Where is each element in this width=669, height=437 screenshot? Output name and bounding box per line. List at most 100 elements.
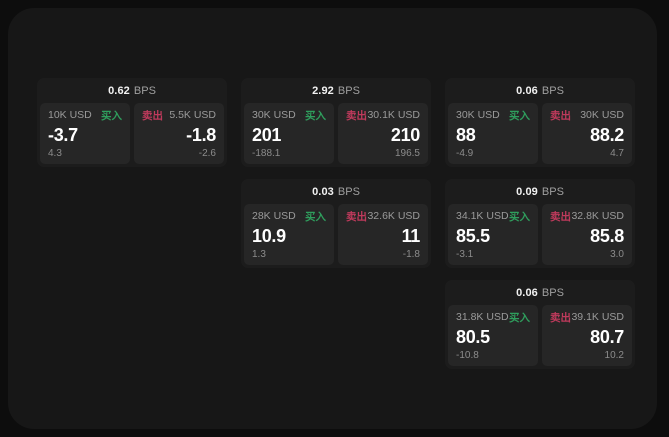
- sell-delta: -2.6: [198, 148, 216, 159]
- sell-price: 88.2: [590, 124, 624, 145]
- sell-size-label: 5.5K USD: [169, 109, 216, 121]
- buy-panel-header: 10K USD 买入: [48, 109, 122, 122]
- bps-unit-label: BPS: [133, 84, 156, 97]
- buy-size-label: 34.1K USD: [456, 210, 509, 222]
- card-body: 34.1K USD 买入 85.5 -3.1 卖出 32.8K USD 85.8 3.0: [445, 204, 635, 268]
- buy-panel[interactable]: 31.8K USD 买入 80.5 -10.8: [448, 305, 538, 366]
- sell-panel-header: 卖出 39.1K USD: [550, 311, 624, 324]
- quote-column: 2.92 BPS 30K USD 买入 201 -188.1 卖出 30.1K USD 210 1…: [241, 78, 431, 268]
- sell-panel[interactable]: 卖出 30.1K USD 210 196.5: [338, 103, 428, 164]
- sell-panel-header: 卖出 5.5K USD: [142, 109, 216, 122]
- sell-action-label[interactable]: 卖出: [550, 311, 571, 324]
- buy-panel-header: 30K USD 买入: [252, 109, 326, 122]
- card-body: 30K USD 买入 88 -4.9 卖出 30K USD 88.2 4.7: [445, 103, 635, 167]
- sell-delta: 3.0: [610, 249, 624, 260]
- bps-value: 0.09: [516, 185, 538, 198]
- bps-unit-label: BPS: [337, 185, 360, 198]
- buy-size-label: 30K USD: [456, 109, 500, 121]
- buy-panel[interactable]: 30K USD 买入 201 -188.1: [244, 103, 334, 164]
- buy-panel[interactable]: 28K USD 买入 10.9 1.3: [244, 204, 334, 265]
- bps-value: 2.92: [312, 84, 334, 97]
- buy-size-label: 30K USD: [252, 109, 296, 121]
- buy-action-label[interactable]: 买入: [305, 210, 326, 223]
- quote-card[interactable]: 0.06 BPS 30K USD 买入 88 -4.9 卖出 30K USD 88.2 4.7: [445, 78, 635, 167]
- bps-value: 0.03: [312, 185, 334, 198]
- sell-action-label[interactable]: 卖出: [550, 210, 571, 223]
- buy-action-label[interactable]: 买入: [509, 210, 530, 223]
- sell-action-label[interactable]: 卖出: [346, 210, 367, 223]
- quote-card[interactable]: 0.06 BPS 31.8K USD 买入 80.5 -10.8 卖出 39.1K USD 80…: [445, 280, 635, 369]
- buy-action-label[interactable]: 买入: [509, 311, 530, 324]
- sell-size-label: 39.1K USD: [571, 311, 624, 323]
- buy-panel[interactable]: 34.1K USD 买入 85.5 -3.1: [448, 204, 538, 265]
- buy-delta: -10.8: [456, 350, 479, 361]
- sell-action-label[interactable]: 卖出: [550, 109, 571, 122]
- quote-board: 0.62 BPS 10K USD 买入 -3.7 4.3 卖出 5.5K USD -1.8 -2.…: [37, 78, 637, 369]
- sell-panel[interactable]: 卖出 5.5K USD -1.8 -2.6: [134, 103, 224, 164]
- buy-delta: -188.1: [252, 148, 281, 159]
- sell-size-label: 30K USD: [580, 109, 624, 121]
- buy-price: 80.5: [456, 326, 490, 347]
- bps-value: 0.62: [108, 84, 130, 97]
- quote-column: 0.06 BPS 30K USD 买入 88 -4.9 卖出 30K USD 88.2 4.7 0.…: [445, 78, 635, 369]
- buy-delta: -4.9: [456, 148, 474, 159]
- card-header: 0.06 BPS: [445, 280, 635, 305]
- card-header: 0.06 BPS: [445, 78, 635, 103]
- sell-action-label[interactable]: 卖出: [142, 109, 163, 122]
- quote-card[interactable]: 0.62 BPS 10K USD 买入 -3.7 4.3 卖出 5.5K USD -1.8 -2.…: [37, 78, 227, 167]
- buy-price: 10.9: [252, 225, 286, 246]
- sell-delta: 4.7: [610, 148, 624, 159]
- card-body: 28K USD 买入 10.9 1.3 卖出 32.6K USD 11 -1.8: [241, 204, 431, 268]
- bps-value: 0.06: [516, 286, 538, 299]
- sell-panel[interactable]: 卖出 32.8K USD 85.8 3.0: [542, 204, 632, 265]
- card-body: 31.8K USD 买入 80.5 -10.8 卖出 39.1K USD 80.7 10.2: [445, 305, 635, 369]
- bps-value: 0.06: [516, 84, 538, 97]
- buy-action-label[interactable]: 买入: [101, 109, 122, 122]
- buy-panel-header: 34.1K USD 买入: [456, 210, 530, 223]
- card-header: 2.92 BPS: [241, 78, 431, 103]
- sell-size-label: 32.6K USD: [367, 210, 420, 222]
- card-header: 0.62 BPS: [37, 78, 227, 103]
- buy-size-label: 10K USD: [48, 109, 92, 121]
- quote-column: 0.62 BPS 10K USD 买入 -3.7 4.3 卖出 5.5K USD -1.8 -2.…: [37, 78, 227, 167]
- bps-unit-label: BPS: [337, 84, 360, 97]
- buy-price: 85.5: [456, 225, 490, 246]
- sell-price: 85.8: [590, 225, 624, 246]
- sell-panel-header: 卖出 32.8K USD: [550, 210, 624, 223]
- sell-panel[interactable]: 卖出 30K USD 88.2 4.7: [542, 103, 632, 164]
- sell-action-label[interactable]: 卖出: [346, 109, 367, 122]
- bps-unit-label: BPS: [541, 286, 564, 299]
- buy-size-label: 31.8K USD: [456, 311, 509, 323]
- quote-card[interactable]: 2.92 BPS 30K USD 买入 201 -188.1 卖出 30.1K USD 210 1…: [241, 78, 431, 167]
- buy-panel-header: 31.8K USD 买入: [456, 311, 530, 324]
- sell-price: 210: [390, 124, 420, 145]
- sell-panel[interactable]: 卖出 39.1K USD 80.7 10.2: [542, 305, 632, 366]
- quote-card[interactable]: 0.09 BPS 34.1K USD 买入 85.5 -3.1 卖出 32.8K USD 85.…: [445, 179, 635, 268]
- quote-card[interactable]: 0.03 BPS 28K USD 买入 10.9 1.3 卖出 32.6K USD 11 -1.8: [241, 179, 431, 268]
- buy-panel[interactable]: 30K USD 买入 88 -4.9: [448, 103, 538, 164]
- buy-delta: 4.3: [48, 148, 62, 159]
- buy-price: 88: [456, 124, 476, 145]
- sell-delta: -1.8: [402, 249, 420, 260]
- card-body: 10K USD 买入 -3.7 4.3 卖出 5.5K USD -1.8 -2.6: [37, 103, 227, 167]
- bps-unit-label: BPS: [541, 84, 564, 97]
- sell-price: 11: [401, 225, 421, 246]
- buy-action-label[interactable]: 买入: [305, 109, 326, 122]
- buy-delta: -3.1: [456, 249, 474, 260]
- buy-panel-header: 28K USD 买入: [252, 210, 326, 223]
- buy-action-label[interactable]: 买入: [509, 109, 530, 122]
- sell-size-label: 32.8K USD: [571, 210, 624, 222]
- bps-unit-label: BPS: [541, 185, 564, 198]
- card-body: 30K USD 买入 201 -188.1 卖出 30.1K USD 210 196.5: [241, 103, 431, 167]
- buy-panel[interactable]: 10K USD 买入 -3.7 4.3: [40, 103, 130, 164]
- sell-panel[interactable]: 卖出 32.6K USD 11 -1.8: [338, 204, 428, 265]
- card-header: 0.03 BPS: [241, 179, 431, 204]
- sell-panel-header: 卖出 30K USD: [550, 109, 624, 122]
- sell-size-label: 30.1K USD: [367, 109, 420, 121]
- card-header: 0.09 BPS: [445, 179, 635, 204]
- buy-price: 201: [252, 124, 282, 145]
- buy-size-label: 28K USD: [252, 210, 296, 222]
- sell-panel-header: 卖出 30.1K USD: [346, 109, 420, 122]
- buy-price: -3.7: [48, 124, 78, 145]
- app-surface: 0.62 BPS 10K USD 买入 -3.7 4.3 卖出 5.5K USD -1.8 -2.…: [8, 8, 657, 429]
